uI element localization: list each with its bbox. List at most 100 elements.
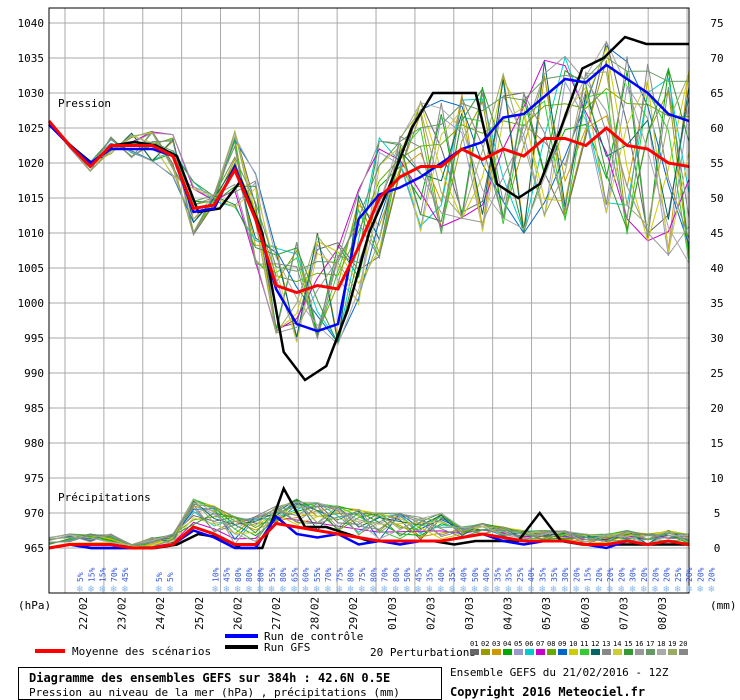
precip-probability: 20%	[595, 567, 604, 582]
right-tick-label: 60	[710, 122, 723, 135]
perturbation-id: 13	[602, 640, 610, 648]
perturbation-swatch	[657, 649, 666, 655]
left-tick-label: 1010	[18, 227, 45, 240]
left-axis-unit: (hPa)	[18, 599, 51, 612]
snow-icon: ❄	[87, 585, 95, 595]
perturbation-swatch	[481, 649, 490, 655]
control-pressure-line	[48, 63, 690, 333]
precip-probability: 45%	[223, 567, 232, 582]
snow-icon: ❄	[663, 585, 671, 595]
ensemble-info: Ensemble GEFS du 21/02/2016 - 12Z	[450, 666, 669, 679]
precip-probability: 20%	[651, 567, 660, 582]
snow-icon: ❄	[290, 585, 298, 595]
perturbation-pressure-line	[48, 56, 690, 272]
perturbation-pressure-line	[48, 71, 690, 335]
x-tick-label: 04/03	[502, 597, 515, 630]
legend-gfs-label: Run GFS	[264, 641, 310, 654]
snow-icon: ❄	[381, 585, 389, 595]
perturbation-swatch	[569, 649, 578, 655]
snow-icon: ❄	[121, 585, 129, 595]
perturbation-swatch	[536, 649, 545, 655]
mean-precip-line	[48, 521, 690, 550]
precip-probability: 25%	[516, 567, 525, 582]
precip-probability: 50%	[471, 567, 480, 582]
perturbation-pressure-line	[48, 63, 690, 341]
precip-probability: 80%	[369, 567, 378, 582]
precip-probability-labels: ❄5%❄15%❄15%❄70%❄45%❄5%❄5%❄10%❄45%❄80%❄80…	[76, 567, 717, 595]
precip-probability: 65%	[290, 567, 299, 582]
perturbation-id: 18	[657, 640, 665, 648]
gfs-pressure-line	[48, 35, 689, 382]
precip-probability: 45%	[414, 567, 423, 582]
x-tick-label: 25/02	[193, 597, 206, 630]
snow-icon: ❄	[482, 585, 490, 595]
perturbation-id: 02	[481, 640, 489, 648]
perturbation-swatch	[679, 649, 688, 655]
perturbation-lines	[48, 40, 690, 549]
snow-icon: ❄	[426, 585, 434, 595]
snow-icon: ❄	[584, 585, 592, 595]
precip-probability: 25%	[674, 567, 683, 582]
perturbation-id: 03	[492, 640, 500, 648]
snow-icon: ❄	[99, 585, 107, 595]
x-tick-label: 01/03	[386, 597, 399, 630]
snow-icon: ❄	[110, 585, 118, 595]
perturbation-swatch	[558, 649, 567, 655]
chart-title: Diagramme des ensembles GEFS sur 384h : …	[29, 671, 391, 685]
right-tick-label: 35	[710, 297, 723, 310]
precip-probability: 60%	[302, 567, 311, 582]
snow-icon: ❄	[313, 585, 321, 595]
perturbation-id: 19	[668, 640, 676, 648]
x-tick-label: 22/02	[77, 597, 90, 630]
snow-icon: ❄	[256, 585, 264, 595]
precip-probability: 5%	[166, 572, 175, 582]
left-tick-label: 1000	[18, 297, 45, 310]
x-tick-label: 23/02	[116, 597, 129, 630]
right-tick-label: 65	[710, 87, 723, 100]
perturbation-pressure-line	[48, 80, 690, 342]
snow-icon: ❄	[279, 585, 287, 595]
legend-mean-label: Moyenne des scénarios	[72, 645, 211, 658]
precip-probability: 75%	[335, 567, 344, 582]
perturbation-precip-line	[48, 503, 689, 546]
snow-icon: ❄	[471, 585, 479, 595]
plot-frame	[48, 7, 690, 594]
left-tick-label: 995	[24, 332, 44, 345]
precip-probability: 30%	[629, 567, 638, 582]
left-tick-label: 985	[24, 402, 44, 415]
precip-probability: 35%	[550, 567, 559, 582]
precip-probability: 20%	[572, 567, 581, 582]
perturbation-pressure-line	[48, 45, 690, 344]
precip-probability: 20%	[708, 567, 717, 582]
precip-probability: 55%	[268, 567, 277, 582]
x-tick-label: 27/02	[270, 597, 283, 630]
left-tick-label: 1005	[18, 262, 45, 275]
precip-probability: 70%	[110, 567, 119, 582]
perturbation-pressure-line	[48, 55, 690, 343]
snow-icon: ❄	[561, 585, 569, 595]
snow-icon: ❄	[414, 585, 422, 595]
perturbation-precip-line	[48, 503, 690, 548]
perturbation-id: 08	[547, 640, 555, 648]
right-tick-label: 0	[714, 542, 721, 555]
precip-probability: 20%	[685, 567, 694, 582]
left-tick-label: 1040	[18, 17, 45, 30]
x-tick-label: 28/02	[309, 597, 322, 630]
precip-probability: 80%	[234, 567, 243, 582]
perturbation-pressure-line	[48, 40, 690, 329]
precip-probability: 15%	[99, 567, 108, 582]
precip-probability: 80%	[392, 567, 401, 582]
left-tick-label: 980	[24, 437, 44, 450]
precip-probability: 40%	[460, 567, 469, 582]
perturbation-swatch	[602, 649, 611, 655]
snow-icon: ❄	[685, 585, 693, 595]
right-tick-label: 20	[710, 402, 723, 415]
snow-icon: ❄	[527, 585, 535, 595]
snow-icon: ❄	[516, 585, 524, 595]
perturbation-swatch	[470, 649, 479, 655]
precip-probability: 40%	[527, 567, 536, 582]
legend: Moyenne des scénarios Run de contrôle Ru…	[35, 630, 688, 659]
left-tick-label: 970	[24, 507, 44, 520]
snow-icon: ❄	[245, 585, 253, 595]
